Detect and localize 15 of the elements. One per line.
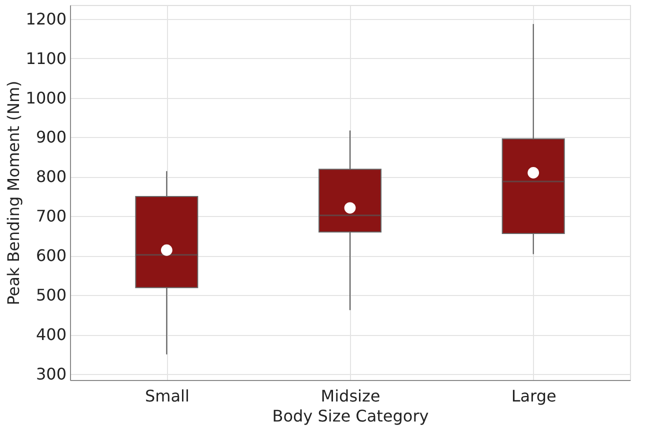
y-axis-title: Peak Bending Moment (Nm)	[4, 80, 23, 306]
y-tick-label: 1000	[26, 88, 66, 108]
y-tick-label: 1100	[26, 48, 66, 68]
y-tick-label: 1200	[26, 9, 66, 28]
y-tick-label: 600	[36, 246, 66, 266]
y-tick-label: 400	[36, 325, 66, 344]
y-tick-label: 700	[36, 206, 66, 226]
y-tick-label: 900	[36, 128, 66, 147]
y-tick-label: 500	[36, 286, 66, 305]
x-tick-label: Small	[144, 386, 190, 406]
y-tick-label: 300	[36, 364, 66, 384]
y-tick-label: 800	[36, 167, 66, 186]
x-tick-label: Large	[511, 386, 556, 406]
x-tick-label: Midsize	[320, 386, 380, 406]
x-axis-title: Body Size Category	[272, 406, 429, 426]
